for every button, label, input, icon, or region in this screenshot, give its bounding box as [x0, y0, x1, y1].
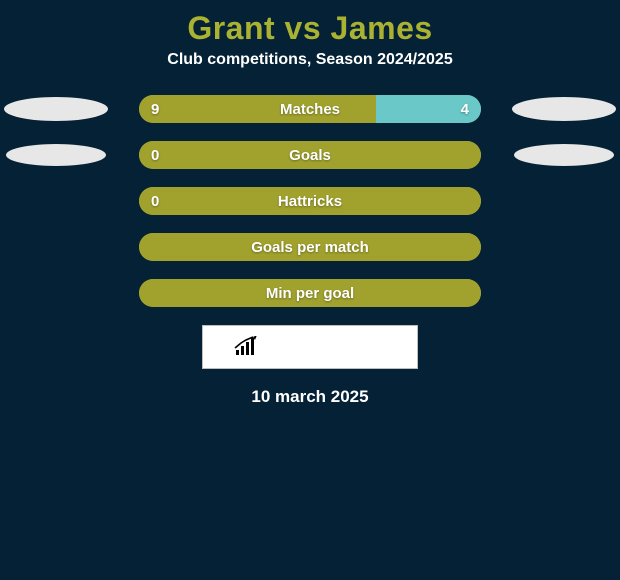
brand-text: FcTables.com	[265, 337, 386, 358]
avatar-left-wrap	[0, 95, 112, 123]
avatar-right-wrap	[508, 141, 620, 169]
title: Grant vs James	[0, 0, 620, 51]
stat-bar: Goals per match	[139, 233, 481, 261]
date: 10 march 2025	[0, 387, 620, 407]
stat-bar: 9 Matches 4	[139, 95, 481, 123]
stat-row-hattricks: 0 Hattricks	[0, 187, 620, 215]
brand-box: FcTables.com	[202, 325, 418, 369]
player-left-avatar	[4, 97, 108, 121]
subtitle: Club competitions, Season 2024/2025	[0, 51, 620, 69]
avatar-left-wrap	[0, 141, 112, 169]
stat-bar-left	[139, 141, 481, 169]
stat-bar: 0 Hattricks	[139, 187, 481, 215]
stat-bar-left	[139, 279, 481, 307]
player-right-avatar	[512, 97, 616, 121]
stat-bar: Min per goal	[139, 279, 481, 307]
stat-row-min-per-goal: Min per goal	[0, 279, 620, 307]
stat-rows: 9 Matches 4 0 Goals	[0, 95, 620, 307]
stat-bar-left	[139, 187, 481, 215]
comparison-card: Grant vs James Club competitions, Season…	[0, 0, 620, 580]
player-left-avatar	[6, 144, 106, 166]
stat-bar: 0 Goals	[139, 141, 481, 169]
brand-chart-icon	[233, 336, 259, 358]
stat-row-goals-per-match: Goals per match	[0, 233, 620, 261]
stat-row-goals: 0 Goals	[0, 141, 620, 169]
stat-bar-right	[376, 95, 481, 123]
player-right-avatar	[514, 144, 614, 166]
stat-bar-left	[139, 95, 376, 123]
stat-bar-left	[139, 233, 481, 261]
avatar-right-wrap	[508, 95, 620, 123]
stat-row-matches: 9 Matches 4	[0, 95, 620, 123]
